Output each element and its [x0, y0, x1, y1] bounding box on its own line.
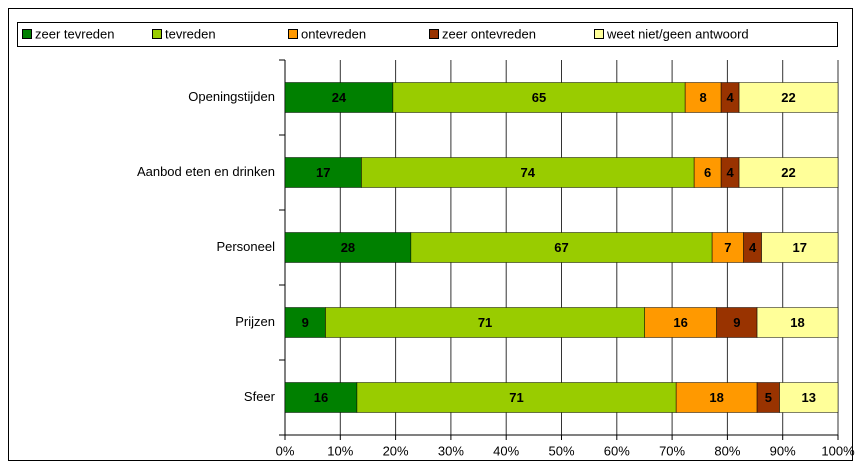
legend-label: zeer ontevreden	[442, 26, 536, 41]
legend-label: tevreden	[165, 26, 216, 41]
legend-swatch	[429, 29, 439, 39]
data-label: 24	[332, 90, 347, 105]
data-label: 67	[554, 240, 568, 255]
data-label: 17	[793, 240, 807, 255]
data-label: 16	[673, 315, 687, 330]
bar-segment	[711, 232, 744, 263]
bar-segment	[284, 157, 362, 188]
data-label: 22	[781, 165, 795, 180]
legend-swatch	[594, 29, 604, 39]
y-tick-label: Openingstijden	[188, 89, 275, 104]
bar-segment	[756, 307, 839, 338]
data-label: 71	[478, 315, 492, 330]
data-label: 18	[709, 390, 723, 405]
bar-segment	[779, 382, 839, 413]
data-label: 7	[724, 240, 731, 255]
legend-label: ontevreden	[301, 26, 366, 41]
data-label: 74	[521, 165, 536, 180]
data-label: 71	[509, 390, 523, 405]
data-label: 9	[302, 315, 309, 330]
bar-segment	[284, 232, 412, 263]
legend-swatch	[152, 29, 162, 39]
data-label: 9	[733, 315, 740, 330]
bar-segment	[684, 82, 722, 113]
bar-segment	[361, 157, 695, 188]
x-tick-label: 60%	[604, 443, 630, 458]
data-label: 16	[314, 390, 328, 405]
bar-segment	[325, 307, 645, 338]
bar-segment	[738, 82, 839, 113]
legend-swatch	[22, 29, 32, 39]
x-tick-label: 40%	[493, 443, 519, 458]
data-label: 4	[749, 240, 757, 255]
legend-swatch	[288, 29, 298, 39]
bar-segment	[284, 382, 358, 413]
bar-segment	[284, 82, 394, 113]
bar-segment	[392, 82, 686, 113]
bar-segment	[675, 382, 758, 413]
data-label: 6	[704, 165, 711, 180]
data-label: 4	[726, 165, 734, 180]
data-label: 28	[341, 240, 355, 255]
x-tick-label: 10%	[327, 443, 353, 458]
data-label: 13	[802, 390, 816, 405]
x-tick-label: 70%	[659, 443, 685, 458]
x-tick-label: 20%	[383, 443, 409, 458]
y-tick-label: Sfeer	[244, 389, 276, 404]
x-tick-label: 30%	[438, 443, 464, 458]
y-tick-label: Personeel	[216, 239, 275, 254]
data-label: 17	[316, 165, 330, 180]
x-tick-label: 0%	[276, 443, 295, 458]
bar-segment	[761, 232, 839, 263]
data-label: 22	[781, 90, 795, 105]
y-tick-label: Prijzen	[235, 314, 275, 329]
x-tick-label: 90%	[770, 443, 796, 458]
data-label: 18	[790, 315, 804, 330]
data-label: 65	[532, 90, 546, 105]
bar-segment	[693, 157, 722, 188]
legend-label: weet niet/geen antwoord	[606, 26, 749, 41]
data-label: 5	[765, 390, 772, 405]
x-tick-label: 80%	[714, 443, 740, 458]
bar-segment	[716, 307, 758, 338]
x-tick-label: 50%	[548, 443, 574, 458]
bar-segment	[410, 232, 713, 263]
data-label: 8	[700, 90, 707, 105]
bar-segment	[738, 157, 839, 188]
y-tick-label: Aanbod eten en drinken	[137, 164, 275, 179]
x-tick-label: 100%	[821, 443, 855, 458]
legend-label: zeer tevreden	[35, 26, 115, 41]
data-label: 4	[726, 90, 734, 105]
